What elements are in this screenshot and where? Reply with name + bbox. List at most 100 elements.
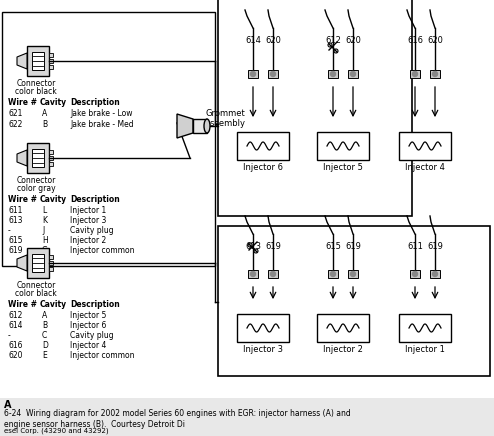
- Bar: [218, 0, 412, 216]
- Circle shape: [412, 272, 417, 276]
- Text: Cavity plug: Cavity plug: [70, 226, 114, 235]
- Text: 620: 620: [265, 36, 281, 45]
- Bar: [348, 70, 358, 78]
- Bar: [237, 132, 289, 160]
- Text: 612: 612: [8, 311, 22, 320]
- Bar: [32, 254, 44, 272]
- Bar: [328, 270, 338, 278]
- Text: 615: 615: [8, 236, 23, 245]
- Text: -: -: [8, 226, 11, 235]
- Bar: [32, 149, 44, 167]
- Text: Cavity: Cavity: [40, 98, 67, 107]
- Text: Injector 1: Injector 1: [405, 345, 445, 354]
- Bar: [248, 70, 258, 78]
- Text: Injector 4: Injector 4: [70, 341, 106, 350]
- Text: 621: 621: [8, 109, 22, 118]
- Text: Grommet: Grommet: [205, 109, 245, 118]
- Text: 620: 620: [345, 36, 361, 45]
- Bar: [399, 132, 451, 160]
- Bar: [49, 255, 53, 259]
- Circle shape: [433, 72, 438, 76]
- Bar: [268, 270, 278, 278]
- Polygon shape: [17, 255, 27, 271]
- Text: 616: 616: [8, 341, 23, 350]
- Text: Injector 5: Injector 5: [70, 311, 106, 320]
- Circle shape: [351, 272, 356, 276]
- Text: D: D: [42, 341, 48, 350]
- Bar: [0, 398, 494, 436]
- Text: 615: 615: [325, 242, 341, 251]
- Bar: [49, 53, 53, 57]
- Text: 622: 622: [8, 120, 22, 129]
- Bar: [49, 59, 53, 63]
- Bar: [248, 270, 258, 278]
- Text: 620: 620: [427, 36, 443, 45]
- Text: Injector 2: Injector 2: [70, 236, 106, 245]
- Bar: [193, 119, 207, 133]
- Bar: [49, 65, 53, 69]
- Text: Jake brake - Med: Jake brake - Med: [70, 120, 133, 129]
- Text: L: L: [42, 206, 46, 215]
- Text: 614: 614: [245, 36, 261, 45]
- Text: 619: 619: [427, 242, 443, 251]
- Text: Injector 4: Injector 4: [405, 163, 445, 172]
- Text: Injector common: Injector common: [70, 246, 134, 255]
- Text: color black: color black: [15, 289, 57, 298]
- Text: 616: 616: [407, 36, 423, 45]
- Circle shape: [330, 272, 335, 276]
- Text: Connector: Connector: [16, 176, 56, 185]
- Text: C: C: [42, 331, 47, 340]
- Polygon shape: [177, 114, 193, 138]
- Text: J: J: [42, 226, 44, 235]
- Text: 611: 611: [407, 242, 423, 251]
- Text: 6-24  Wiring diagram for 2002 model Series 60 engines with EGR: injector harness: 6-24 Wiring diagram for 2002 model Serie…: [4, 409, 351, 418]
- Polygon shape: [17, 150, 27, 166]
- Text: G: G: [42, 246, 48, 255]
- Text: 620: 620: [8, 351, 23, 360]
- Text: A: A: [42, 311, 47, 320]
- Circle shape: [250, 272, 255, 276]
- Text: Injector 2: Injector 2: [323, 345, 363, 354]
- Bar: [218, 226, 490, 376]
- Text: Injector common: Injector common: [70, 351, 134, 360]
- Text: 619: 619: [8, 246, 23, 255]
- Text: color gray: color gray: [17, 184, 55, 193]
- Bar: [410, 270, 420, 278]
- Text: A: A: [4, 400, 11, 410]
- Text: Injector 5: Injector 5: [323, 163, 363, 172]
- Bar: [430, 70, 440, 78]
- Text: Injector 6: Injector 6: [70, 321, 106, 330]
- Bar: [348, 270, 358, 278]
- Text: 614: 614: [8, 321, 23, 330]
- Text: Connector: Connector: [16, 79, 56, 88]
- Text: H: H: [42, 236, 48, 245]
- Circle shape: [271, 272, 276, 276]
- Bar: [317, 132, 369, 160]
- Text: 613: 613: [8, 216, 23, 225]
- Circle shape: [250, 72, 255, 76]
- Text: Description: Description: [70, 300, 120, 309]
- Text: esel Corp. (43290 and 43292): esel Corp. (43290 and 43292): [4, 427, 109, 433]
- Text: 611: 611: [8, 206, 22, 215]
- Bar: [2, 12, 215, 266]
- Text: Jake brake - Low: Jake brake - Low: [70, 109, 132, 118]
- Text: 619: 619: [345, 242, 361, 251]
- Text: assembly: assembly: [205, 119, 245, 128]
- Bar: [49, 162, 53, 166]
- Bar: [268, 70, 278, 78]
- Text: 619: 619: [265, 242, 281, 251]
- Bar: [27, 46, 49, 76]
- Bar: [430, 270, 440, 278]
- Text: Cavity plug: Cavity plug: [70, 331, 114, 340]
- Text: Cavity: Cavity: [40, 300, 67, 309]
- Text: B: B: [42, 120, 47, 129]
- Text: Wire #: Wire #: [8, 300, 37, 309]
- Text: Description: Description: [70, 98, 120, 107]
- Text: B: B: [42, 321, 47, 330]
- Text: Cavity: Cavity: [40, 195, 67, 204]
- Text: color black: color black: [15, 87, 57, 96]
- Circle shape: [433, 272, 438, 276]
- Polygon shape: [17, 53, 27, 69]
- Text: engine sensor harness (B).  Courtesy Detroit Di: engine sensor harness (B). Courtesy Detr…: [4, 420, 185, 429]
- Text: E: E: [42, 351, 47, 360]
